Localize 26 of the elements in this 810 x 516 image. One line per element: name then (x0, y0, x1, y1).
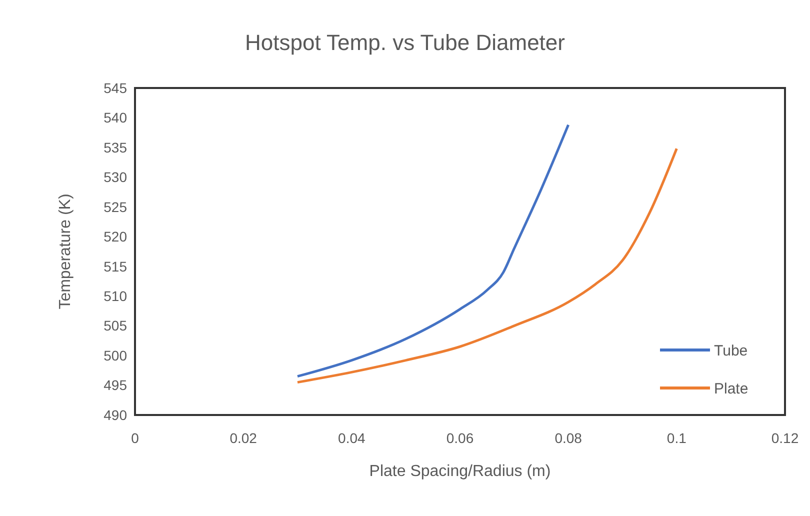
y-tick-label: 520 (104, 228, 128, 245)
y-tick-label: 540 (104, 110, 128, 126)
x-tick-label: 0.04 (338, 430, 366, 446)
x-tick-label: 0.12 (771, 430, 799, 446)
y-tick-label: 490 (104, 406, 128, 423)
y-tick-label: 530 (104, 169, 128, 186)
x-tick-label: 0.08 (554, 430, 582, 446)
x-tick-label: 0.1 (666, 430, 687, 446)
y-tick-label: 545 (104, 80, 128, 96)
y-axis-title: Temperature (K) (57, 194, 74, 310)
x-tick-label: 0.02 (230, 430, 258, 446)
y-tick-label: 495 (104, 377, 128, 394)
x-tick-label: 0.06 (446, 430, 474, 446)
y-tick-label: 525 (104, 198, 128, 215)
x-axis-title: Plate Spacing/Radius (m) (369, 463, 551, 480)
y-tick-label: 510 (104, 288, 128, 304)
line-series (296, 124, 570, 378)
y-tick-label: 505 (104, 318, 128, 334)
y-tick-label: 535 (104, 139, 128, 156)
legend-label: Plate (714, 380, 748, 398)
chart-title: Hotspot Temp. vs Tube Diameter (245, 30, 565, 55)
legend-label: Tube (714, 342, 748, 360)
line-series (296, 147, 678, 384)
x-tick-label: 0 (131, 430, 140, 446)
y-tick-label: 515 (104, 258, 128, 274)
y-tick-label: 500 (104, 347, 128, 364)
